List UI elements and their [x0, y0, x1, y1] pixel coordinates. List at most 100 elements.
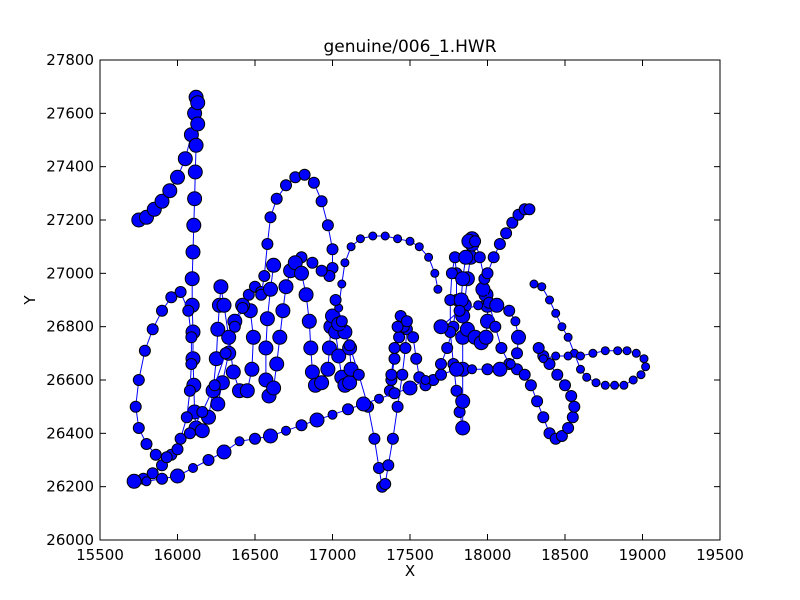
- data-point: [562, 422, 575, 434]
- data-point: [264, 211, 277, 224]
- data-point: [170, 169, 185, 185]
- data-point: [335, 315, 348, 328]
- data-point: [196, 406, 209, 418]
- data-point: [129, 400, 142, 413]
- chart-title: genuine/006_1.HWR: [323, 37, 496, 57]
- data-point: [551, 351, 561, 361]
- data-point: [510, 316, 521, 327]
- data-point: [184, 271, 200, 287]
- data-point: [388, 387, 401, 400]
- data-point: [188, 463, 198, 473]
- data-point: [639, 354, 649, 364]
- data-point: [610, 380, 620, 390]
- data-point: [576, 364, 585, 374]
- data-point: [410, 352, 423, 365]
- data-point: [331, 348, 347, 364]
- x-tick-label: 19000: [619, 546, 667, 564]
- data-point: [473, 300, 484, 311]
- data-point: [430, 268, 440, 278]
- data-point: [213, 279, 229, 295]
- data-point: [315, 195, 328, 208]
- data-point: [551, 368, 564, 381]
- data-point: [244, 361, 260, 377]
- data-point: [402, 380, 418, 396]
- x-tick-label: 17000: [309, 546, 357, 564]
- data-point: [261, 238, 274, 250]
- data-point: [531, 395, 544, 408]
- data-point: [280, 179, 292, 192]
- data-point: [489, 320, 502, 333]
- x-tick-label: 15500: [76, 546, 124, 564]
- data-point: [511, 329, 526, 345]
- data-point: [306, 256, 319, 269]
- data-point: [467, 364, 477, 375]
- data-point: [146, 467, 159, 480]
- data-point: [405, 236, 415, 246]
- data-point: [180, 411, 193, 424]
- data-point: [489, 297, 505, 313]
- data-point: [433, 284, 443, 294]
- data-point: [272, 329, 288, 345]
- data-point: [449, 361, 464, 377]
- data-point: [174, 286, 187, 298]
- data-point: [388, 342, 401, 354]
- data-point: [219, 347, 232, 360]
- data-point: [315, 264, 328, 277]
- data-point: [156, 304, 168, 317]
- data-point: [441, 342, 454, 354]
- y-tick-label: 26200: [46, 478, 94, 496]
- data-point: [551, 308, 561, 318]
- data-point: [298, 168, 311, 181]
- data-point: [385, 368, 398, 381]
- data-point: [346, 242, 356, 252]
- data-point: [320, 361, 336, 377]
- data-point: [352, 368, 365, 381]
- data-point: [435, 368, 447, 381]
- data-point: [281, 425, 291, 436]
- data-point: [414, 242, 424, 252]
- data-point: [458, 249, 474, 265]
- data-point: [393, 331, 406, 344]
- data-point: [165, 291, 178, 304]
- data-point: [343, 339, 356, 352]
- data-point: [258, 340, 274, 356]
- x-axis-label: X: [405, 562, 415, 580]
- data-point: [506, 216, 519, 229]
- data-point: [511, 347, 523, 360]
- plot-area: [126, 89, 651, 493]
- data-point: [234, 436, 245, 447]
- data-point: [600, 380, 610, 390]
- data-point: [492, 361, 508, 377]
- data-point: [185, 358, 198, 370]
- data-point: [628, 375, 638, 385]
- data-point: [613, 346, 623, 356]
- data-point: [210, 396, 226, 412]
- data-point: [400, 315, 413, 328]
- data-point: [368, 432, 381, 445]
- data-point: [185, 244, 201, 260]
- data-point: [270, 192, 283, 205]
- data-point: [537, 282, 547, 292]
- data-point: [537, 411, 550, 424]
- data-point: [171, 443, 184, 456]
- data-point: [391, 320, 404, 333]
- data-point: [301, 313, 317, 329]
- data-point: [170, 468, 185, 484]
- data-point: [329, 294, 342, 306]
- data-point: [576, 351, 585, 361]
- data-point: [236, 302, 249, 314]
- data-point: [374, 393, 384, 404]
- data-point: [321, 219, 334, 232]
- data-point: [588, 348, 598, 358]
- data-point: [435, 358, 447, 370]
- data-point: [453, 292, 469, 308]
- data-point: [386, 432, 399, 445]
- data-point: [455, 271, 471, 287]
- y-tick-label: 27600: [46, 104, 94, 122]
- data-point: [188, 137, 204, 153]
- data-point: [228, 320, 241, 333]
- data-point: [622, 346, 632, 356]
- data-point: [154, 193, 170, 209]
- data-point: [216, 297, 232, 313]
